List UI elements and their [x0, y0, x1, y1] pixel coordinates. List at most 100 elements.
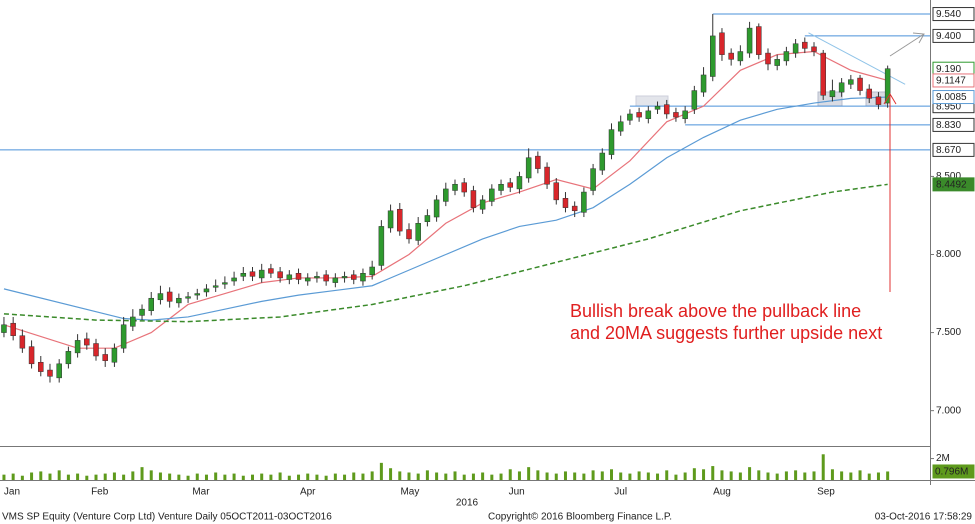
candle-body	[498, 183, 504, 191]
x-tick-label: Jan	[4, 487, 20, 498]
candle-body	[222, 282, 228, 285]
candle-body	[627, 113, 633, 121]
candle-body	[130, 316, 136, 327]
candle-body	[415, 223, 421, 241]
candle-body	[1, 324, 7, 333]
price-label: 9.540	[936, 9, 961, 20]
candle-body	[286, 274, 293, 280]
volume-bar	[849, 472, 853, 480]
price-label: 9.0085	[936, 92, 967, 103]
volume-bar	[306, 473, 310, 480]
candle-body	[360, 272, 366, 282]
volume-tick-label: 2M	[936, 453, 950, 464]
candle-body	[645, 110, 652, 119]
volume-bar	[333, 473, 337, 480]
candle-body	[249, 271, 256, 277]
volume-bar	[168, 473, 172, 480]
candle-body	[397, 208, 403, 232]
candle-body	[608, 129, 615, 155]
candle-body	[93, 343, 99, 357]
arrow-head	[912, 32, 925, 44]
volume-bar	[361, 473, 365, 480]
volume-bar	[784, 471, 788, 480]
volume-bar	[867, 473, 871, 480]
candle-body	[848, 79, 854, 85]
volume-bar	[582, 473, 586, 480]
candle-body	[820, 52, 826, 96]
footer-right: 03-Oct-2016 17:58:29	[875, 512, 973, 523]
volume-bar	[250, 474, 254, 480]
volume-bar	[471, 473, 475, 480]
volume-bar	[30, 472, 34, 480]
moving-average	[3, 96, 888, 321]
year-label: 2016	[456, 498, 479, 509]
candle-body	[673, 112, 679, 118]
volume-bar	[278, 472, 282, 480]
candle-body	[47, 369, 53, 377]
candle-body	[884, 68, 891, 104]
candle-body	[461, 182, 467, 193]
volume-bar	[628, 473, 632, 480]
candle-body	[682, 110, 688, 119]
volume-bar	[204, 474, 208, 480]
candle-body	[811, 46, 817, 52]
candle-body	[590, 168, 596, 191]
volume-bar	[66, 474, 70, 480]
volume-bar	[821, 454, 825, 480]
candle-body	[663, 104, 670, 115]
candle-body	[65, 351, 72, 365]
x-tick-label: Feb	[91, 487, 109, 498]
plot-background	[0, 0, 930, 480]
candle-body	[176, 297, 182, 304]
candle-body	[838, 82, 845, 93]
candle-body	[636, 112, 642, 118]
candle-body	[323, 274, 329, 282]
volume-bar	[812, 471, 816, 480]
candle-body	[268, 268, 274, 274]
price-label: 8.950	[936, 101, 961, 112]
candle-body	[231, 277, 237, 282]
volume-bar	[545, 472, 549, 480]
y-tick-label: 8.500	[936, 171, 961, 182]
candle-body	[212, 285, 219, 288]
candle-body	[378, 226, 385, 266]
arrow-head	[883, 93, 897, 105]
price-label-box	[932, 28, 975, 43]
volume-label-box	[932, 464, 975, 479]
candle-body	[857, 77, 863, 91]
price-label: 9.190	[936, 64, 961, 75]
volume-bar	[794, 470, 798, 480]
candle-body	[295, 272, 302, 280]
volume-bar	[214, 472, 218, 480]
volume-bar	[186, 475, 190, 480]
volume-bar	[646, 472, 650, 480]
candle-body	[783, 51, 790, 62]
candle-body	[111, 347, 118, 363]
volume-bar	[766, 472, 770, 480]
volume-bar	[757, 470, 761, 480]
volume-bar	[57, 470, 61, 480]
volume-bar	[876, 472, 880, 480]
candle-body	[691, 90, 698, 110]
x-tick-label: Jun	[509, 487, 525, 498]
volume-bar	[416, 473, 420, 480]
candle-body	[351, 274, 357, 280]
volume-bar	[241, 475, 245, 480]
volume-bar	[610, 469, 614, 480]
candle-body	[433, 199, 440, 218]
price-label: 8.4492	[936, 180, 967, 191]
candle-body	[10, 322, 16, 336]
volume-bar	[103, 473, 107, 480]
candle-body	[544, 166, 550, 185]
volume-bar	[85, 475, 89, 480]
candle-body	[56, 363, 62, 379]
candle-body	[470, 190, 477, 208]
volume-bar	[508, 469, 512, 480]
volume-bar	[389, 468, 393, 480]
candle-body	[194, 293, 201, 296]
candle-body	[719, 32, 725, 55]
candle-body	[424, 215, 431, 222]
volume-bar	[20, 475, 24, 480]
volume-bar	[886, 471, 890, 480]
